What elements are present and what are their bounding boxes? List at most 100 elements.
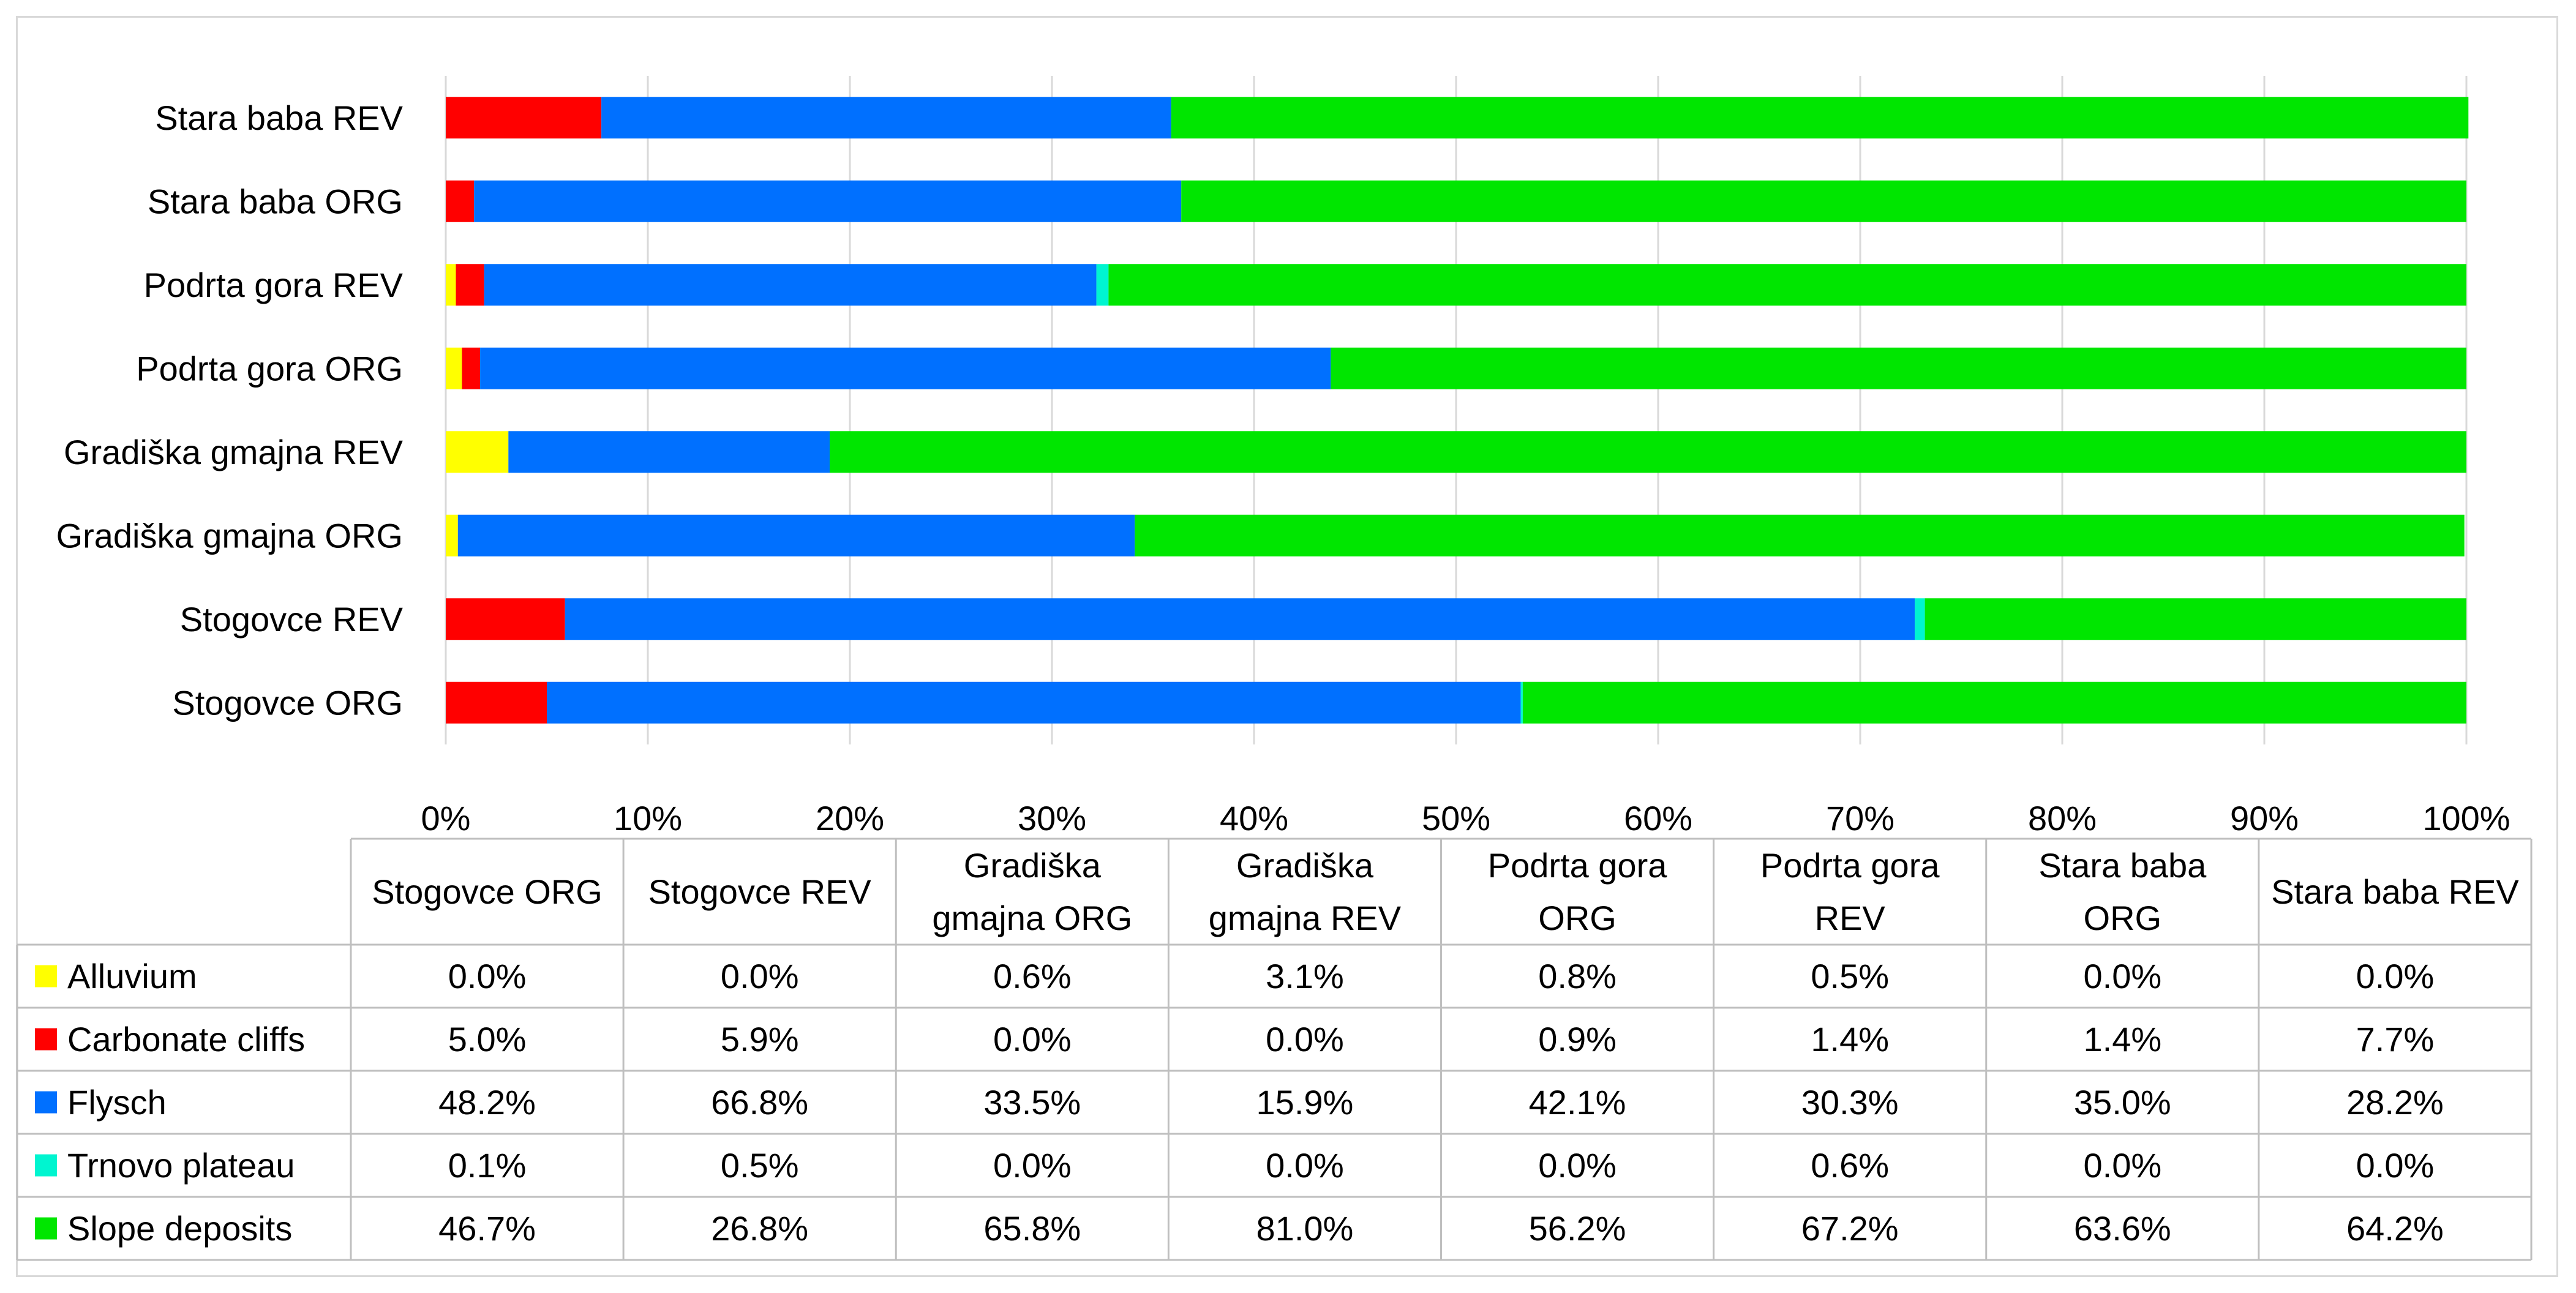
table-cell-alluvium-podrta-gora-rev: 0.5% xyxy=(1811,957,1889,995)
category-label-gradi-ka-gmajna-rev: Gradiška gmajna REV xyxy=(64,433,404,471)
x-tick-label-4: 40% xyxy=(1220,799,1288,838)
table-cell-carbonate-cliffs-stara-baba-org: 1.4% xyxy=(2083,1020,2161,1059)
x-tick-label-10: 100% xyxy=(2422,799,2510,838)
legend-key-trnovo-plateau xyxy=(35,1154,57,1177)
table-cell-carbonate-cliffs-stara-baba-rev: 7.7% xyxy=(2356,1020,2435,1059)
bar-gradi-ka-gmajna-org-alluvium xyxy=(446,514,458,557)
bar-gradi-ka-gmajna-rev-slope-deposits xyxy=(830,431,2466,473)
bar-podrta-gora-rev-flysch xyxy=(484,264,1097,306)
bar-podrta-gora-org-carbonate-cliffs xyxy=(462,347,481,389)
table-cell-flysch-podrta-gora-rev: 30.3% xyxy=(1801,1083,1899,1122)
table-header-gradi-ka-gmajna-rev-line-2: gmajna REV xyxy=(1209,899,1402,937)
category-label-stara-baba-org: Stara baba ORG xyxy=(148,182,403,220)
table-cell-flysch-stogovce-org: 48.2% xyxy=(438,1083,536,1122)
table-header-podrta-gora-rev-line-2: REV xyxy=(1815,899,1886,937)
x-tick-label-6: 60% xyxy=(1624,799,1692,838)
bar-podrta-gora-rev-alluvium xyxy=(446,264,456,306)
table-cell-trnovo-plateau-stogovce-rev: 0.5% xyxy=(721,1146,799,1185)
table-cell-trnovo-plateau-stara-baba-org: 0.0% xyxy=(2083,1146,2161,1185)
table-cell-flysch-gradi-ka-gmajna-rev: 15.9% xyxy=(1256,1083,1354,1122)
table-cell-slope-deposits-gradi-ka-gmajna-rev: 81.0% xyxy=(1256,1209,1354,1248)
bar-stogovce-rev-trnovo-plateau xyxy=(1915,598,1925,640)
bar-stogovce-rev-flysch xyxy=(565,598,1915,640)
bar-podrta-gora-rev-trnovo-plateau xyxy=(1096,264,1109,306)
table-cell-slope-deposits-stara-baba-org: 63.6% xyxy=(2074,1209,2171,1248)
table-cell-flysch-gradi-ka-gmajna-org: 33.5% xyxy=(983,1083,1081,1122)
x-tick-label-7: 70% xyxy=(1826,799,1894,838)
table-cell-trnovo-plateau-podrta-gora-org: 0.0% xyxy=(1538,1146,1617,1185)
bar-stogovce-org-flysch xyxy=(547,681,1521,724)
bar-podrta-gora-org-slope-deposits xyxy=(1331,347,2466,389)
legend-label-slope-deposits: Slope deposits xyxy=(67,1209,292,1248)
bar-stara-baba-org-slope-deposits xyxy=(1181,180,2466,222)
bar-podrta-gora-org-flysch xyxy=(480,347,1331,389)
table-cell-alluvium-podrta-gora-org: 0.8% xyxy=(1538,957,1617,995)
category-label-stogovce-rev: Stogovce REV xyxy=(180,600,404,639)
table-cell-alluvium-gradi-ka-gmajna-org: 0.6% xyxy=(993,957,1072,995)
table-cell-flysch-stogovce-rev: 66.8% xyxy=(711,1083,808,1122)
table-header-gradi-ka-gmajna-org-line-2: gmajna ORG xyxy=(932,899,1132,937)
bar-stara-baba-rev-slope-deposits xyxy=(1171,97,2469,139)
table-cell-trnovo-plateau-gradi-ka-gmajna-org: 0.0% xyxy=(993,1146,1072,1185)
table-header-gradi-ka-gmajna-rev-line-1: Gradiška xyxy=(1236,846,1374,885)
table-cell-alluvium-stara-baba-org: 0.0% xyxy=(2083,957,2161,995)
category-label-stara-baba-rev: Stara baba REV xyxy=(155,99,403,137)
table-cell-slope-deposits-podrta-gora-org: 56.2% xyxy=(1529,1209,1626,1248)
table-header-podrta-gora-org-line-1: Podrta gora xyxy=(1488,846,1667,885)
x-tick-label-5: 50% xyxy=(1422,799,1490,838)
table-header-gradi-ka-gmajna-org-line-1: Gradiška xyxy=(964,846,1102,885)
table-cell-trnovo-plateau-stara-baba-rev: 0.0% xyxy=(2356,1146,2435,1185)
legend-key-flysch xyxy=(35,1091,57,1114)
bar-stogovce-rev-slope-deposits xyxy=(1924,598,2466,640)
table-cell-flysch-stara-baba-rev: 28.2% xyxy=(2346,1083,2444,1122)
bar-gradi-ka-gmajna-org-slope-deposits xyxy=(1135,514,2465,557)
bar-podrta-gora-rev-slope-deposits xyxy=(1108,264,2467,306)
table-cell-flysch-podrta-gora-org: 42.1% xyxy=(1529,1083,1626,1122)
legend-key-alluvium xyxy=(35,965,57,988)
bar-podrta-gora-rev-carbonate-cliffs xyxy=(456,264,484,306)
bar-stogovce-org-slope-deposits xyxy=(1522,681,2466,724)
bar-stogovce-org-carbonate-cliffs xyxy=(446,681,547,724)
chart-frame xyxy=(16,16,2558,1277)
table-header-podrta-gora-org-line-2: ORG xyxy=(1538,899,1617,937)
table-cell-carbonate-cliffs-stogovce-rev: 5.9% xyxy=(721,1020,799,1059)
bar-stara-baba-org-carbonate-cliffs xyxy=(446,180,475,222)
table-cell-carbonate-cliffs-gradi-ka-gmajna-org: 0.0% xyxy=(993,1020,1072,1059)
table-header-stogovce-org: Stogovce ORG xyxy=(372,872,603,911)
legend-label-trnovo-plateau: Trnovo plateau xyxy=(67,1146,295,1185)
bar-stogovce-rev-carbonate-cliffs xyxy=(446,598,565,640)
table-cell-carbonate-cliffs-podrta-gora-org: 0.9% xyxy=(1538,1020,1617,1059)
x-tick-label-1: 10% xyxy=(614,799,682,838)
bar-stara-baba-rev-carbonate-cliffs xyxy=(446,97,602,139)
table-cell-alluvium-stogovce-rev: 0.0% xyxy=(721,957,799,995)
bar-gradi-ka-gmajna-org-flysch xyxy=(457,514,1135,557)
table-cell-trnovo-plateau-podrta-gora-rev: 0.6% xyxy=(1811,1146,1889,1185)
table-cell-trnovo-plateau-stogovce-org: 0.1% xyxy=(448,1146,527,1185)
table-cell-carbonate-cliffs-podrta-gora-rev: 1.4% xyxy=(1811,1020,1889,1059)
bar-stogovce-org-trnovo-plateau xyxy=(1520,681,1523,724)
table-cell-slope-deposits-podrta-gora-rev: 67.2% xyxy=(1801,1209,1899,1248)
table-cell-carbonate-cliffs-stogovce-org: 5.0% xyxy=(448,1020,527,1059)
table-cell-alluvium-stara-baba-rev: 0.0% xyxy=(2356,957,2435,995)
category-label-stogovce-org: Stogovce ORG xyxy=(172,683,403,722)
bar-gradi-ka-gmajna-rev-alluvium xyxy=(446,431,509,473)
table-cell-flysch-stara-baba-org: 35.0% xyxy=(2074,1083,2171,1122)
table-cell-alluvium-gradi-ka-gmajna-rev: 3.1% xyxy=(1266,957,1344,995)
legend-key-carbonate-cliffs xyxy=(35,1028,57,1051)
legend-label-flysch: Flysch xyxy=(67,1083,167,1122)
category-label-gradi-ka-gmajna-org: Gradiška gmajna ORG xyxy=(56,516,403,555)
table-cell-slope-deposits-gradi-ka-gmajna-org: 65.8% xyxy=(983,1209,1081,1248)
table-cell-carbonate-cliffs-gradi-ka-gmajna-rev: 0.0% xyxy=(1266,1020,1344,1059)
table-header-stogovce-rev: Stogovce REV xyxy=(648,872,872,911)
bar-stara-baba-rev-flysch xyxy=(601,97,1171,139)
bar-stara-baba-org-flysch xyxy=(474,180,1182,222)
bar-podrta-gora-org-alluvium xyxy=(446,347,462,389)
table-header-podrta-gora-rev-line-1: Podrta gora xyxy=(1760,846,1940,885)
legend-key-slope-deposits xyxy=(35,1217,57,1240)
category-label-podrta-gora-rev: Podrta gora REV xyxy=(144,266,404,304)
bar-gradi-ka-gmajna-rev-flysch xyxy=(508,431,830,473)
table-header-stara-baba-org-line-1: Stara baba xyxy=(2038,846,2207,885)
table-cell-slope-deposits-stara-baba-rev: 64.2% xyxy=(2346,1209,2444,1248)
table-cell-slope-deposits-stogovce-rev: 26.8% xyxy=(711,1209,808,1248)
